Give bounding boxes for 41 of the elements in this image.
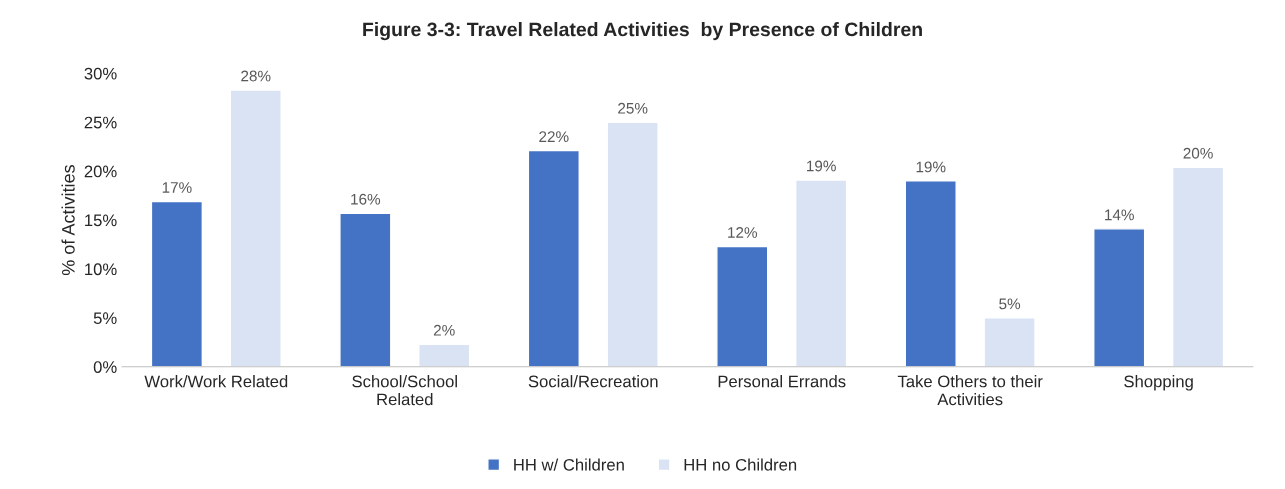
bar — [983, 317, 1036, 367]
x-tick-label: Work/Work Related — [144, 375, 288, 388]
legend-label: HH no Children — [684, 458, 797, 471]
data-label: 16% — [351, 193, 381, 205]
data-label: 25% — [618, 102, 648, 114]
data-label: 22% — [539, 131, 569, 142]
data-label: 5% — [999, 298, 1021, 310]
data-label: 12% — [728, 227, 758, 238]
data-label: 20% — [1183, 147, 1213, 159]
x-tick-label: Social/Recreation — [528, 375, 658, 388]
data-label: 28% — [241, 70, 271, 82]
bar — [339, 212, 392, 367]
bar — [716, 245, 769, 367]
bar — [418, 343, 471, 367]
data-label: 14% — [1105, 209, 1134, 221]
x-tick-label: Take Others to their Activities — [897, 375, 1043, 406]
data-label: 17% — [162, 182, 192, 193]
y-tick-label: 20% — [84, 165, 117, 178]
data-label: 2% — [433, 324, 455, 336]
y-tick-label: 10% — [85, 263, 117, 276]
bar — [606, 121, 659, 367]
chart-title: Figure 3-3: Travel Related Activities by Presence of Children — [363, 22, 922, 41]
y-axis-title: % of Activities — [61, 165, 75, 276]
bar — [150, 200, 204, 367]
y-tick-label: 25% — [84, 116, 117, 129]
y-tick-label: 15% — [85, 214, 117, 227]
bar — [1093, 228, 1146, 367]
x-tick-label: Shopping — [1124, 375, 1193, 391]
data-label: 19% — [916, 161, 946, 173]
bar — [795, 179, 848, 367]
bar — [904, 180, 957, 367]
x-tick-label: School/School Related — [352, 375, 457, 406]
data-label: 19% — [807, 160, 836, 172]
y-tick-label: 30% — [84, 67, 117, 80]
legend-label: HH w/ Children — [514, 458, 624, 471]
bar — [527, 149, 580, 367]
bar — [229, 89, 282, 367]
x-tick-label: Personal Errands — [718, 375, 846, 388]
y-tick-label: 5% — [93, 312, 117, 325]
y-tick-label: 0% — [93, 361, 117, 373]
bar — [1171, 166, 1225, 367]
